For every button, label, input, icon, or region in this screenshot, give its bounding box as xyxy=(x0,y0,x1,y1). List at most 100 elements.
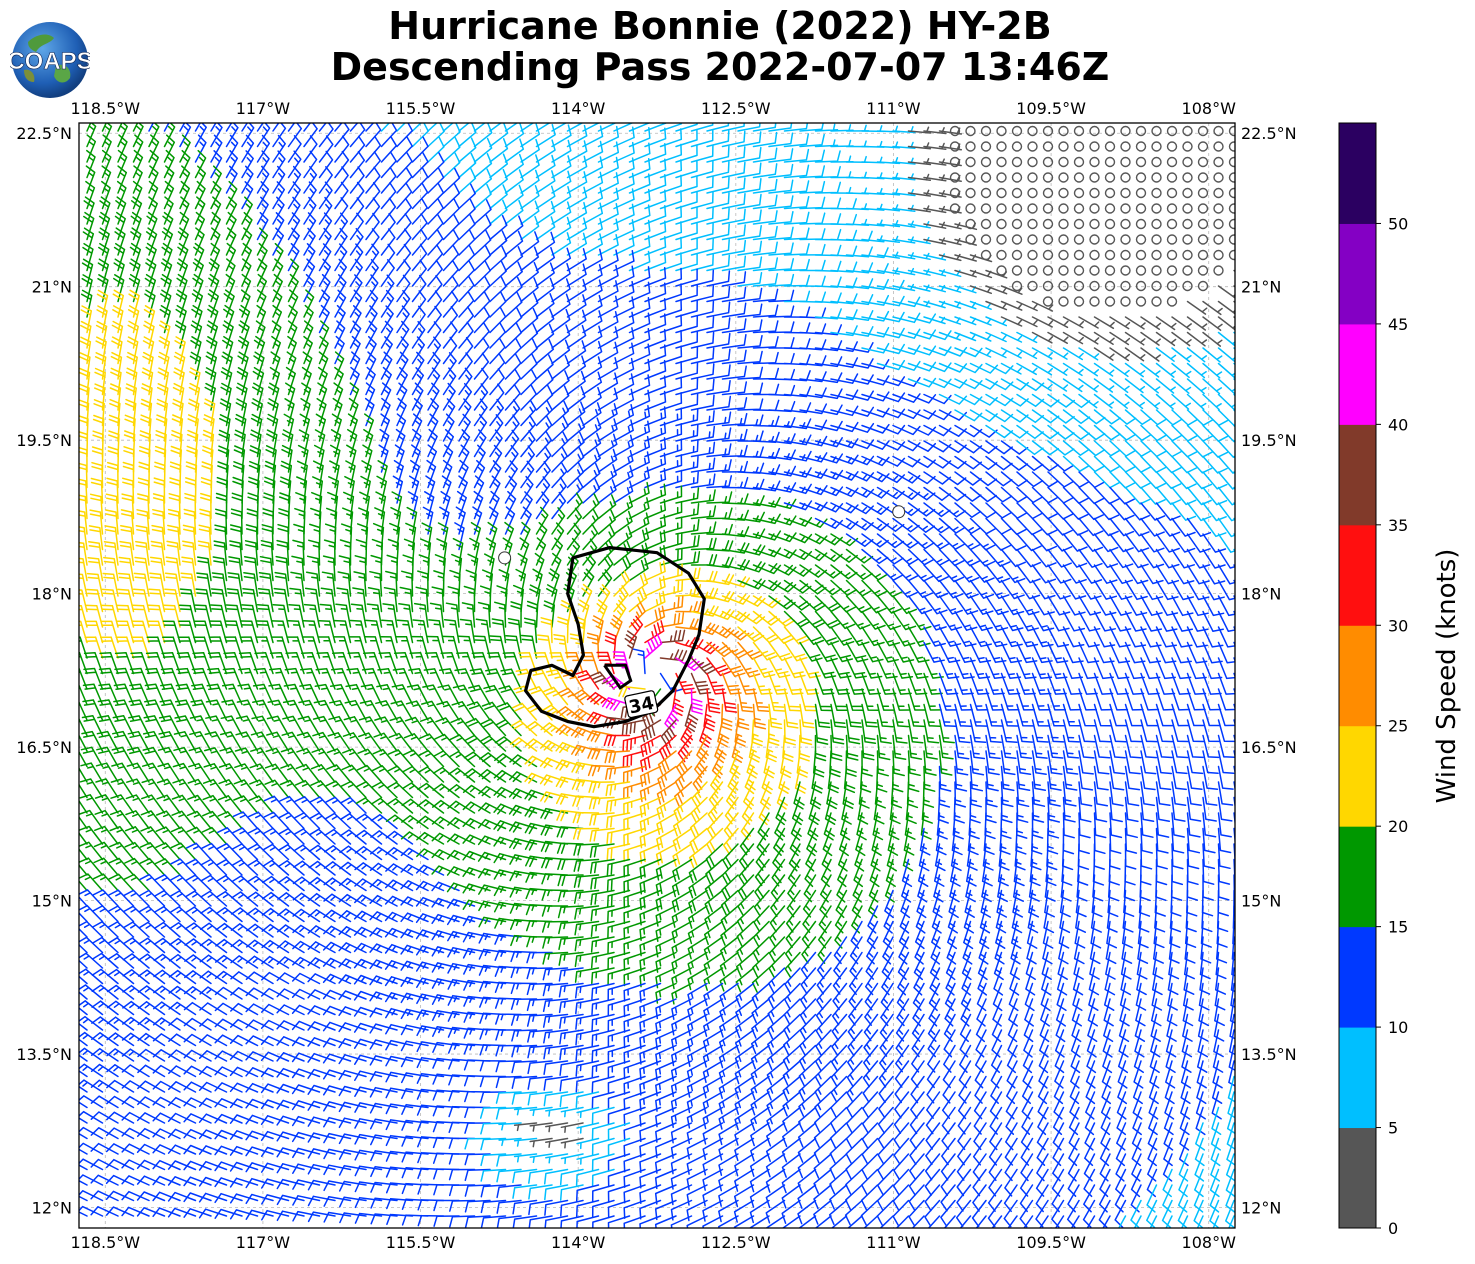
wind-barb xyxy=(659,629,686,644)
wind-barb xyxy=(588,796,615,810)
wind-barb xyxy=(1016,316,1038,328)
wind-barb xyxy=(954,486,982,502)
wind-barb xyxy=(907,517,936,533)
wind-barb xyxy=(303,273,315,303)
wind-barb xyxy=(520,307,539,334)
wind-barb xyxy=(721,333,747,349)
wind-barb xyxy=(535,185,556,210)
calm-wind-marker xyxy=(1182,218,1193,230)
wind-barb xyxy=(504,490,517,520)
wind-barb xyxy=(1000,502,1028,519)
wind-barb xyxy=(96,730,119,752)
wind-barb xyxy=(985,719,1002,744)
wind-barb xyxy=(586,691,615,706)
wind-barb xyxy=(142,730,166,752)
wind-barb xyxy=(477,601,491,628)
calm-wind-marker xyxy=(1213,234,1224,245)
wind-barb xyxy=(489,199,508,225)
wind-barb xyxy=(256,211,269,241)
wind-barb xyxy=(743,781,755,810)
wind-barb xyxy=(1202,316,1223,331)
wind-barb xyxy=(555,724,584,737)
wind-barb xyxy=(520,399,537,427)
calm-wind-marker xyxy=(1042,280,1054,292)
wind-barb xyxy=(575,670,600,690)
calm-wind-marker xyxy=(1135,249,1147,261)
wind-barb xyxy=(582,123,601,132)
wind-barb xyxy=(504,138,525,163)
wind-barb xyxy=(582,279,603,303)
wind-barb xyxy=(659,190,683,210)
wind-barb xyxy=(535,200,556,225)
wind-barb xyxy=(1124,471,1151,489)
wind-barb xyxy=(266,731,290,752)
wind-barb xyxy=(613,480,634,504)
wind-barb xyxy=(861,688,880,711)
wind-barb xyxy=(111,746,135,768)
wind-barb xyxy=(1047,781,1061,807)
wind-barb xyxy=(907,424,937,436)
wind-barb xyxy=(1000,300,1023,311)
wind-barb xyxy=(520,277,539,303)
wind-barb xyxy=(402,765,429,783)
wind-barb xyxy=(136,509,150,535)
wind-barb xyxy=(352,587,367,613)
wind-barb xyxy=(969,409,998,422)
wind-barb xyxy=(340,796,367,814)
wind-barb xyxy=(1000,765,1015,792)
wind-barb xyxy=(504,199,524,225)
wind-barb xyxy=(566,370,586,396)
wind-barb xyxy=(427,152,445,179)
wind-barb xyxy=(706,590,735,603)
wind-barb xyxy=(442,137,461,163)
wind-barb xyxy=(845,564,873,581)
wind-barb xyxy=(386,781,414,799)
wind-barb xyxy=(876,455,906,467)
wind-barb xyxy=(1093,734,1111,759)
wind-barb xyxy=(365,212,380,241)
calm-wind-marker xyxy=(1166,203,1178,214)
wind-barb xyxy=(1140,626,1162,648)
wind-barb xyxy=(985,765,999,792)
wind-barb xyxy=(132,604,150,628)
wind-barb xyxy=(79,478,88,504)
wind-barb xyxy=(1155,812,1170,838)
wind-barb xyxy=(234,747,259,768)
calm-wind-marker xyxy=(1027,203,1038,214)
wind-barb xyxy=(1171,595,1194,617)
wind-barb xyxy=(1140,378,1161,394)
wind-barb xyxy=(1217,300,1235,315)
wind-barb xyxy=(287,258,300,287)
wind-barb xyxy=(1186,316,1208,331)
wind-barb xyxy=(79,809,104,830)
wind-barb xyxy=(271,320,282,349)
wind-barb xyxy=(938,517,966,534)
wind-barb xyxy=(613,495,634,520)
calm-wind-marker xyxy=(1073,125,1085,137)
wind-barb xyxy=(241,604,259,628)
wind-barb xyxy=(1124,610,1147,632)
calm-wind-marker xyxy=(1213,172,1224,183)
wind-barb xyxy=(80,746,104,768)
wind-barb xyxy=(706,491,733,504)
wind-barb xyxy=(250,747,274,768)
wind-barb xyxy=(442,244,460,272)
calm-wind-marker xyxy=(1104,265,1116,276)
wind-barb xyxy=(752,178,778,194)
wind-barb xyxy=(1202,502,1227,522)
calm-wind-marker xyxy=(1151,249,1162,261)
wind-barb xyxy=(520,185,540,210)
wind-barb xyxy=(1233,347,1235,350)
wind-barb xyxy=(582,386,602,411)
wind-barb xyxy=(566,294,587,318)
wind-barb xyxy=(1140,316,1162,330)
wind-barb xyxy=(125,810,150,830)
wind-barb xyxy=(251,715,274,737)
wind-barb xyxy=(892,719,908,744)
wind-barb xyxy=(675,190,698,210)
wind-barb xyxy=(272,242,284,272)
wind-barb xyxy=(1171,765,1187,791)
wind-barb xyxy=(1155,440,1182,458)
wind-barb xyxy=(1202,610,1224,632)
wind-barb xyxy=(1000,347,1023,359)
